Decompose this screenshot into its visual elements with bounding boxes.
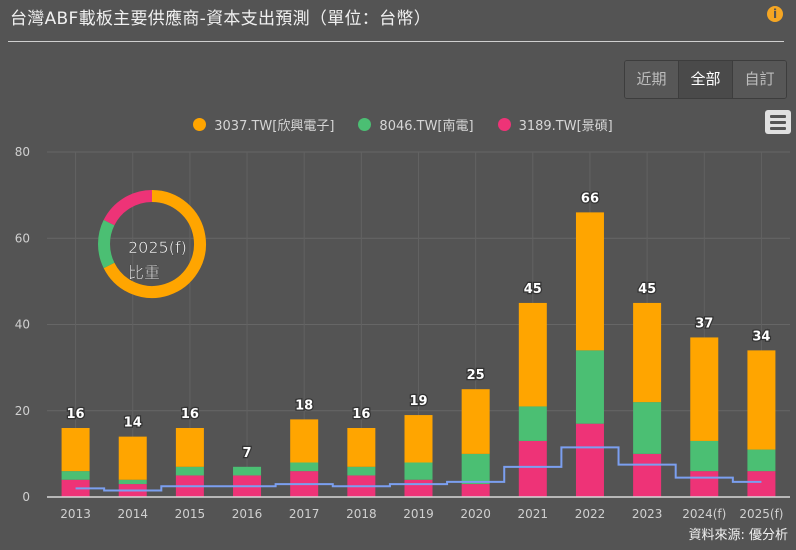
range-button-all[interactable]: 全部 [679, 61, 733, 98]
bar-segment [747, 449, 776, 472]
bar-segment [575, 423, 604, 497]
bar-segment [690, 337, 719, 441]
donut-slice [103, 190, 206, 298]
bar-segment [575, 350, 604, 424]
legend-dot-icon [497, 118, 511, 131]
bar-total-label: 34 [752, 329, 770, 344]
donut-slice [98, 219, 115, 269]
x-tick-label: 2016 [232, 507, 263, 521]
legend-label: 8046.TW[南電] [379, 119, 474, 134]
legend-dot-icon [358, 118, 372, 131]
x-tick-label: 2018 [346, 507, 377, 521]
range-selector: 近期 全部 自訂 [624, 60, 787, 99]
bar-total-label: 16 [181, 407, 199, 422]
bar-segment [233, 466, 262, 476]
y-tick-label: 60 [15, 231, 30, 245]
bar-segment [175, 466, 204, 476]
donut-label-year: 2025(f) [128, 238, 187, 257]
title-divider [8, 41, 784, 42]
legend-item-3037[interactable]: 3037.TW[欣興電子] [193, 115, 334, 134]
x-tick-label: 2013 [60, 507, 91, 521]
x-tick-label: 2015 [175, 507, 206, 521]
step-line [75, 446, 762, 492]
legend-item-3189[interactable]: 3189.TW[景碩] [497, 115, 613, 134]
bar-segment [118, 479, 147, 485]
bar-segment [461, 453, 490, 485]
x-tick-label: 2020 [460, 507, 491, 521]
legend-item-8046[interactable]: 8046.TW[南電] [358, 115, 474, 134]
x-tick-label: 2017 [289, 507, 320, 521]
bar-segment [347, 428, 376, 467]
legend-label: 3189.TW[景碩] [518, 119, 613, 134]
y-tick-label: 40 [15, 318, 30, 332]
bar-segment [404, 479, 433, 497]
x-tick-label: 2014 [117, 507, 148, 521]
bar-segment [404, 415, 433, 463]
legend-label: 3037.TW[欣興電子] [214, 119, 335, 134]
bar-segment [175, 428, 204, 467]
bar-total-label: 16 [352, 407, 370, 422]
bar-total-label: 16 [67, 407, 85, 422]
bar-total-label: 25 [467, 368, 485, 383]
bar-segment [633, 453, 662, 497]
bar-segment [633, 302, 662, 403]
bar-segment [518, 406, 547, 441]
bar-segment [61, 471, 90, 480]
bar-segment [461, 484, 490, 497]
bar-total-label: 18 [295, 398, 313, 413]
bar-segment [633, 402, 662, 454]
y-tick-label: 80 [15, 145, 30, 159]
bar-total-label: 66 [581, 191, 599, 206]
bar-segment [404, 462, 433, 480]
bar-segment [575, 212, 604, 351]
chart-title: 台灣ABF載板主要供應商-資本支出預測（單位：台幣） [10, 9, 432, 29]
bar-segment [747, 471, 776, 497]
donut-label-share: 比重 [128, 263, 160, 282]
bar-total-label: 19 [409, 394, 427, 409]
donut-slice [103, 190, 153, 226]
x-tick-label: 2021 [518, 507, 549, 521]
bar-total-label: 7 [243, 446, 252, 461]
info-icon[interactable]: i [767, 6, 783, 22]
bar-total-label: 45 [524, 282, 542, 297]
bar-total-label: 14 [124, 416, 142, 431]
y-tick-label: 0 [22, 490, 30, 504]
bar-segment [518, 302, 547, 407]
bar-total-label: 37 [695, 316, 713, 331]
hamburger-menu-icon[interactable] [765, 110, 791, 134]
bar-segment [747, 350, 776, 450]
bar-segment [290, 462, 319, 472]
bar-segment [690, 440, 719, 472]
source-credit: 資料來源: 優分析 [688, 528, 788, 543]
range-button-recent[interactable]: 近期 [625, 61, 679, 98]
x-tick-label: 2019 [403, 507, 434, 521]
bar-segment [118, 436, 147, 480]
bar-segment [690, 471, 719, 497]
bar-total-label: 45 [638, 282, 656, 297]
x-tick-label: 2023 [632, 507, 663, 521]
legend-dot-icon [193, 118, 207, 131]
bar-segment [61, 428, 90, 472]
y-tick-label: 20 [15, 404, 30, 418]
range-button-custom[interactable]: 自訂 [733, 61, 786, 98]
bar-segment [347, 466, 376, 476]
legend: 3037.TW[欣興電子] 8046.TW[南電] 3189.TW[景碩] [0, 115, 796, 134]
x-tick-label: 2025(f) [739, 507, 783, 521]
bar-segment [290, 419, 319, 463]
x-tick-label: 2024(f) [682, 507, 726, 521]
x-tick-label: 2022 [575, 507, 606, 521]
bar-segment [518, 440, 547, 497]
bar-segment [461, 389, 490, 454]
